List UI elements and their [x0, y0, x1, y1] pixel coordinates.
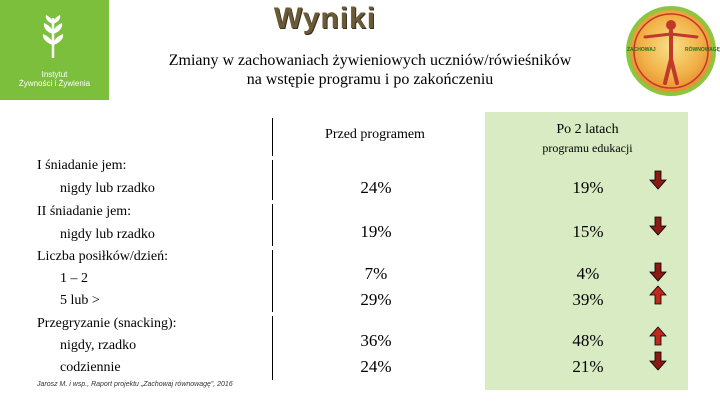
value-after: 48% — [572, 331, 604, 350]
arrow-down-icon — [649, 170, 667, 190]
column-header-after: Po 2 latach programu edukacji — [490, 121, 685, 157]
program-logo-text-right: RÓWNOWAGĘ — [685, 47, 720, 53]
divider-line — [272, 316, 273, 380]
value-before: 19% — [360, 222, 392, 241]
row-sublabel: nigdy lub rzadko — [60, 181, 155, 196]
arrow-up-icon — [649, 285, 667, 305]
value-before: 29% — [360, 290, 392, 309]
subtitle-line-1: Zmiany w zachowaniach żywieniowych uczni… — [168, 52, 572, 69]
page-subtitle: Zmiany w zachowaniach żywieniowych uczni… — [110, 51, 630, 89]
arrow-down-icon — [649, 262, 667, 282]
program-logo-emblem — [626, 6, 716, 96]
value-after: 19% — [572, 178, 604, 197]
institute-name-line1: Instytut — [41, 70, 68, 79]
row-label-breakfast-2: II śniadanie jem: — [37, 204, 132, 219]
row-sublabel: nigdy lub rzadko — [60, 227, 155, 242]
wheat-plant-icon — [42, 15, 64, 58]
value-after: 15% — [572, 222, 604, 241]
value-before: 7% — [364, 264, 388, 283]
after-program-column-panel — [485, 112, 688, 390]
column-header-before: Przed programem — [325, 127, 425, 142]
column-header-after-line2: programu edukacji — [542, 141, 633, 155]
row-label-meals-per-day: Liczba posiłków/dzień: — [37, 249, 169, 264]
value-after: 21% — [572, 357, 604, 376]
row-sublabel: 5 lub > — [60, 293, 100, 308]
divider-line — [272, 160, 273, 200]
value-before: 24% — [360, 357, 392, 376]
page-title: Wyniki — [273, 2, 377, 35]
subtitle-line-2: na wstępie programu i po zakończeniu — [246, 71, 494, 88]
row-sublabel: codziennie — [60, 360, 121, 375]
row-sublabel: nigdy, rzadko — [60, 338, 137, 353]
row-label-snacking: Przegryzanie (snacking): — [37, 316, 177, 331]
arrow-down-icon — [649, 351, 667, 371]
value-before: 36% — [360, 331, 392, 350]
institute-logo: Instytut Żywności i Żywienia — [0, 0, 109, 100]
divider-line — [272, 204, 273, 246]
value-before: 24% — [360, 178, 392, 197]
institute-name-line2: Żywności i Żywienia — [18, 79, 91, 88]
row-label-breakfast-1: I śniadanie jem: — [37, 158, 127, 173]
value-after: 4% — [576, 264, 600, 283]
row-sublabel: 1 – 2 — [60, 271, 88, 286]
value-after: 39% — [572, 290, 604, 309]
arrow-up-icon — [649, 326, 667, 346]
column-header-after-line1: Po 2 latach — [556, 122, 619, 137]
source-footnote: Jarosz M. i wsp., Raport projektu „Zacho… — [37, 381, 233, 388]
divider-line — [272, 250, 273, 312]
arrow-down-icon — [649, 216, 667, 236]
program-logo-text-left: ZACHOWAJ — [627, 47, 656, 53]
program-logo: ZACHOWAJ RÓWNOWAGĘ — [625, 1, 720, 101]
divider-line — [272, 118, 273, 156]
